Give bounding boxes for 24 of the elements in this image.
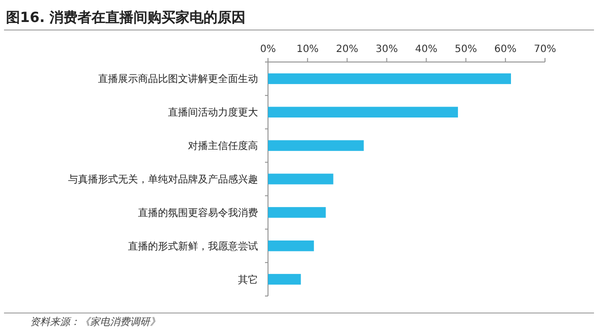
y-tick-label: 与真播形式无关，单纯对品牌及产品感兴趣 xyxy=(68,174,258,186)
x-tick-label: 20% xyxy=(336,44,358,55)
y-tick-label: 直播的形式新鲜，我愿意尝试 xyxy=(128,240,258,252)
text: 资料来源：《家电消费调研》 xyxy=(30,316,160,328)
x-tick-label: 70% xyxy=(534,44,556,55)
bar xyxy=(268,274,301,285)
x-tick-label: 60% xyxy=(494,44,517,55)
x-tick-label: 10% xyxy=(296,44,319,55)
x-tick-label: 30% xyxy=(376,44,398,55)
bar xyxy=(268,106,458,118)
y-tick-label: 直播间活动力度更大 xyxy=(168,106,258,119)
x-tick-label: 0% xyxy=(260,44,276,55)
bar xyxy=(268,240,314,252)
bar xyxy=(268,207,326,218)
x-tick-label: 40% xyxy=(415,44,438,55)
bar xyxy=(268,174,334,184)
bar xyxy=(268,73,511,84)
y-tick-label: 对播主信任度高 xyxy=(188,140,258,152)
bar xyxy=(268,140,364,151)
y-tick-label: 直播展示商品比图文讲解更全面生动 xyxy=(98,73,258,86)
x-tick-label: 50% xyxy=(454,44,477,55)
y-tick-label: 直播的氛围更容易令我消费 xyxy=(138,206,258,219)
y-tick-label: 其它 xyxy=(238,274,258,286)
text: 图16. 消费者在直播间购买家电的原因 xyxy=(6,9,246,26)
